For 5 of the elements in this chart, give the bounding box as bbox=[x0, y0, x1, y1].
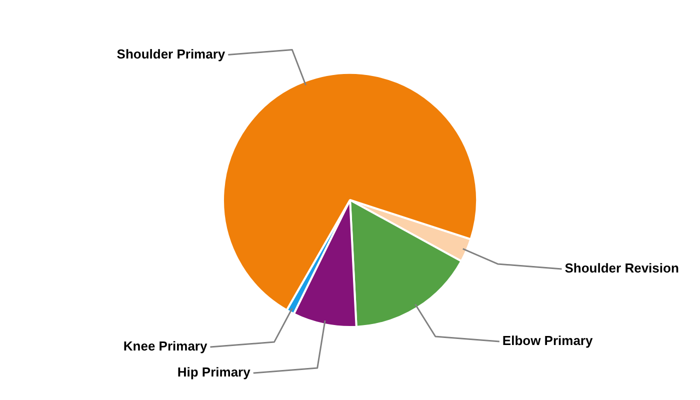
slice-label: Shoulder Revision bbox=[564, 260, 679, 276]
slice-label: Elbow Primary bbox=[502, 333, 594, 348]
slice-label: Hip Primary bbox=[177, 364, 252, 380]
slice-label: Knee Primary bbox=[123, 338, 208, 354]
slice-label: Shoulder Primary bbox=[116, 46, 226, 62]
